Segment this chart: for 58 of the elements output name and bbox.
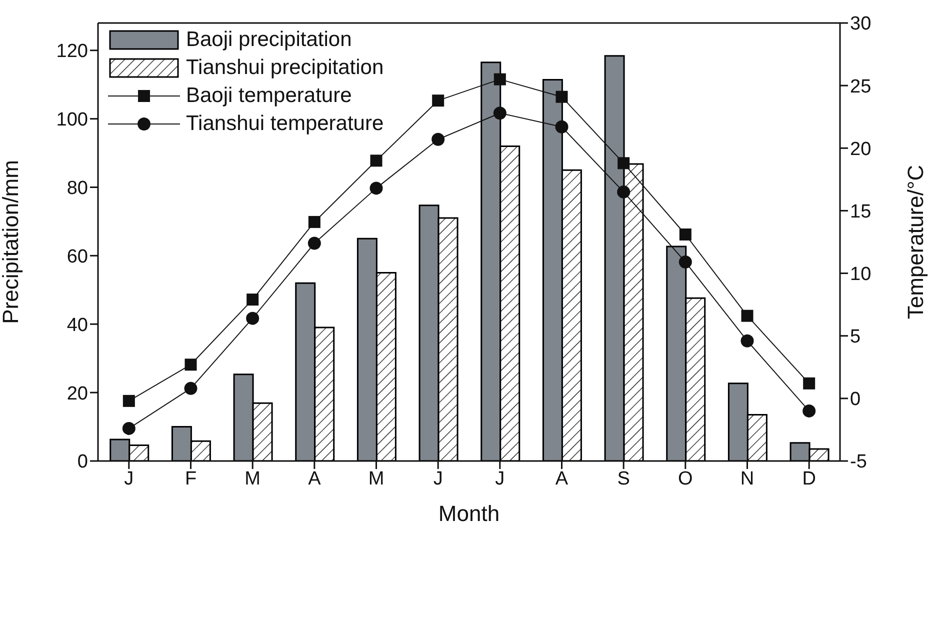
- x-tick-label: M: [244, 468, 260, 490]
- point: [618, 157, 630, 170]
- point: [184, 358, 197, 371]
- y-tick-label: 80: [66, 178, 88, 199]
- point: [678, 256, 692, 269]
- x-tick-label: N: [740, 468, 754, 490]
- point: [308, 216, 320, 228]
- y2-axis-title: Temperature/°C: [902, 164, 928, 320]
- y-tick-label: 120: [56, 41, 88, 62]
- point: [803, 377, 816, 390]
- point: [617, 185, 630, 198]
- point: [802, 404, 816, 418]
- x-tick-label: F: [184, 468, 197, 490]
- x-tick-label: J: [495, 468, 505, 490]
- x-tick-label: D: [802, 468, 816, 490]
- y-tick-label: 100: [56, 110, 88, 131]
- point: [308, 236, 321, 250]
- y2-tick-label: 10: [850, 264, 872, 286]
- y2-tick-label: 15: [850, 201, 872, 222]
- x-tick-label: A: [555, 468, 568, 490]
- x-axis-title: Month: [438, 501, 500, 526]
- x-tick-label: M: [368, 468, 384, 490]
- point: [184, 382, 198, 395]
- point: [741, 310, 754, 322]
- y-tick-label: 20: [66, 383, 88, 404]
- point: [493, 106, 506, 120]
- point: [556, 90, 568, 103]
- y2-tick-label: 5: [850, 326, 861, 348]
- x-tick-label: A: [308, 468, 322, 490]
- point: [370, 182, 383, 195]
- y2-tick-label: 25: [850, 76, 872, 98]
- point: [740, 334, 754, 348]
- point: [370, 154, 382, 167]
- point: [246, 312, 260, 325]
- point: [555, 120, 568, 134]
- legend-label: Baoji precipitation: [186, 27, 352, 53]
- legend-label: Tianshui precipitation: [186, 55, 384, 81]
- x-tick-label: J: [124, 468, 134, 490]
- y2-tick-label: -5: [850, 452, 867, 473]
- x-tick-label: J: [433, 468, 443, 490]
- point: [494, 73, 506, 86]
- y2-tick-label: 20: [850, 138, 872, 160]
- point: [679, 228, 692, 240]
- y-axis-title: Precipitation/mm: [0, 160, 23, 324]
- y2-tick-label: 0: [850, 389, 861, 410]
- point: [432, 94, 444, 107]
- x-tick-label: O: [678, 468, 693, 490]
- x-tick-label: S: [617, 468, 630, 490]
- point: [122, 394, 135, 407]
- y-tick-label: 0: [77, 452, 88, 473]
- y2-tick-label: 30: [850, 14, 872, 35]
- point: [246, 294, 259, 306]
- point: [432, 132, 445, 146]
- y-tick-label: 40: [66, 314, 88, 336]
- legend-label: Tianshui temperature: [186, 111, 384, 137]
- legend-label: Baoji temperature: [186, 83, 352, 109]
- y-tick-label: 60: [66, 246, 88, 268]
- point: [122, 422, 136, 435]
